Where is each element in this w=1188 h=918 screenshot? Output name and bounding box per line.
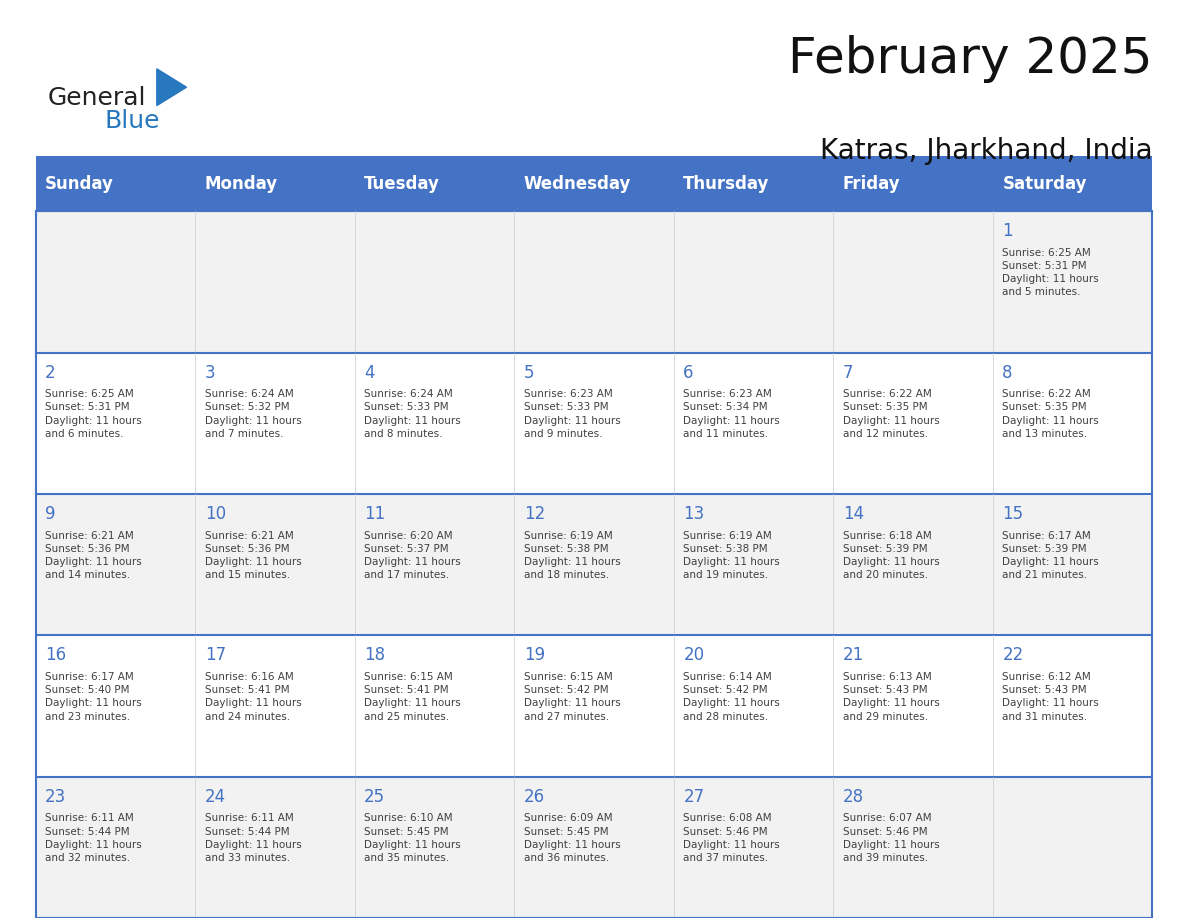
Text: Sunrise: 6:17 AM
Sunset: 5:39 PM
Daylight: 11 hours
and 21 minutes.: Sunrise: 6:17 AM Sunset: 5:39 PM Dayligh… [1003,531,1099,580]
Text: Sunrise: 6:24 AM
Sunset: 5:32 PM
Daylight: 11 hours
and 7 minutes.: Sunrise: 6:24 AM Sunset: 5:32 PM Dayligh… [204,389,302,439]
Text: 15: 15 [1003,505,1023,523]
Text: Sunrise: 6:16 AM
Sunset: 5:41 PM
Daylight: 11 hours
and 24 minutes.: Sunrise: 6:16 AM Sunset: 5:41 PM Dayligh… [204,672,302,722]
Text: 27: 27 [683,788,704,806]
Text: Friday: Friday [842,174,901,193]
Text: Sunrise: 6:22 AM
Sunset: 5:35 PM
Daylight: 11 hours
and 13 minutes.: Sunrise: 6:22 AM Sunset: 5:35 PM Dayligh… [1003,389,1099,439]
Text: General: General [48,86,146,110]
Text: 11: 11 [365,505,385,523]
Text: Sunrise: 6:10 AM
Sunset: 5:45 PM
Daylight: 11 hours
and 35 minutes.: Sunrise: 6:10 AM Sunset: 5:45 PM Dayligh… [365,813,461,863]
Text: Tuesday: Tuesday [365,174,440,193]
FancyBboxPatch shape [36,353,1152,494]
Text: 22: 22 [1003,646,1024,665]
Text: 16: 16 [45,646,67,665]
Text: 7: 7 [842,364,853,382]
Text: 5: 5 [524,364,535,382]
Text: 14: 14 [842,505,864,523]
Text: Blue: Blue [105,109,160,133]
Text: 20: 20 [683,646,704,665]
Text: 6: 6 [683,364,694,382]
Text: 8: 8 [1003,364,1013,382]
Text: Sunrise: 6:15 AM
Sunset: 5:42 PM
Daylight: 11 hours
and 27 minutes.: Sunrise: 6:15 AM Sunset: 5:42 PM Dayligh… [524,672,620,722]
Text: Sunrise: 6:23 AM
Sunset: 5:33 PM
Daylight: 11 hours
and 9 minutes.: Sunrise: 6:23 AM Sunset: 5:33 PM Dayligh… [524,389,620,439]
Text: Sunrise: 6:11 AM
Sunset: 5:44 PM
Daylight: 11 hours
and 33 minutes.: Sunrise: 6:11 AM Sunset: 5:44 PM Dayligh… [204,813,302,863]
FancyBboxPatch shape [36,635,1152,777]
FancyBboxPatch shape [36,494,1152,635]
Text: 28: 28 [842,788,864,806]
Text: 1: 1 [1003,222,1013,241]
Text: 4: 4 [365,364,374,382]
Text: February 2025: February 2025 [788,35,1152,83]
Text: 18: 18 [365,646,385,665]
Text: Sunrise: 6:23 AM
Sunset: 5:34 PM
Daylight: 11 hours
and 11 minutes.: Sunrise: 6:23 AM Sunset: 5:34 PM Dayligh… [683,389,781,439]
Text: Sunrise: 6:19 AM
Sunset: 5:38 PM
Daylight: 11 hours
and 19 minutes.: Sunrise: 6:19 AM Sunset: 5:38 PM Dayligh… [683,531,781,580]
Text: Sunrise: 6:17 AM
Sunset: 5:40 PM
Daylight: 11 hours
and 23 minutes.: Sunrise: 6:17 AM Sunset: 5:40 PM Dayligh… [45,672,141,722]
Text: Sunrise: 6:25 AM
Sunset: 5:31 PM
Daylight: 11 hours
and 6 minutes.: Sunrise: 6:25 AM Sunset: 5:31 PM Dayligh… [45,389,141,439]
Text: Sunrise: 6:19 AM
Sunset: 5:38 PM
Daylight: 11 hours
and 18 minutes.: Sunrise: 6:19 AM Sunset: 5:38 PM Dayligh… [524,531,620,580]
Text: Sunrise: 6:15 AM
Sunset: 5:41 PM
Daylight: 11 hours
and 25 minutes.: Sunrise: 6:15 AM Sunset: 5:41 PM Dayligh… [365,672,461,722]
Text: Monday: Monday [204,174,278,193]
Text: 26: 26 [524,788,545,806]
Text: 25: 25 [365,788,385,806]
Text: 21: 21 [842,646,864,665]
Text: 17: 17 [204,646,226,665]
Text: 3: 3 [204,364,215,382]
Text: Sunrise: 6:07 AM
Sunset: 5:46 PM
Daylight: 11 hours
and 39 minutes.: Sunrise: 6:07 AM Sunset: 5:46 PM Dayligh… [842,813,940,863]
Text: Thursday: Thursday [683,174,770,193]
Text: 24: 24 [204,788,226,806]
Text: Sunday: Sunday [45,174,114,193]
Text: Katras, Jharkhand, India: Katras, Jharkhand, India [820,137,1152,165]
Text: 10: 10 [204,505,226,523]
Text: 9: 9 [45,505,56,523]
Text: Sunrise: 6:12 AM
Sunset: 5:43 PM
Daylight: 11 hours
and 31 minutes.: Sunrise: 6:12 AM Sunset: 5:43 PM Dayligh… [1003,672,1099,722]
Text: 19: 19 [524,646,545,665]
Text: 13: 13 [683,505,704,523]
Text: Sunrise: 6:11 AM
Sunset: 5:44 PM
Daylight: 11 hours
and 32 minutes.: Sunrise: 6:11 AM Sunset: 5:44 PM Dayligh… [45,813,141,863]
Text: Sunrise: 6:22 AM
Sunset: 5:35 PM
Daylight: 11 hours
and 12 minutes.: Sunrise: 6:22 AM Sunset: 5:35 PM Dayligh… [842,389,940,439]
Text: Sunrise: 6:25 AM
Sunset: 5:31 PM
Daylight: 11 hours
and 5 minutes.: Sunrise: 6:25 AM Sunset: 5:31 PM Dayligh… [1003,248,1099,297]
Polygon shape [157,69,187,106]
Text: Sunrise: 6:21 AM
Sunset: 5:36 PM
Daylight: 11 hours
and 14 minutes.: Sunrise: 6:21 AM Sunset: 5:36 PM Dayligh… [45,531,141,580]
Text: Sunrise: 6:08 AM
Sunset: 5:46 PM
Daylight: 11 hours
and 37 minutes.: Sunrise: 6:08 AM Sunset: 5:46 PM Dayligh… [683,813,781,863]
Text: Sunrise: 6:14 AM
Sunset: 5:42 PM
Daylight: 11 hours
and 28 minutes.: Sunrise: 6:14 AM Sunset: 5:42 PM Dayligh… [683,672,781,722]
Text: Sunrise: 6:21 AM
Sunset: 5:36 PM
Daylight: 11 hours
and 15 minutes.: Sunrise: 6:21 AM Sunset: 5:36 PM Dayligh… [204,531,302,580]
Text: Sunrise: 6:20 AM
Sunset: 5:37 PM
Daylight: 11 hours
and 17 minutes.: Sunrise: 6:20 AM Sunset: 5:37 PM Dayligh… [365,531,461,580]
Text: 2: 2 [45,364,56,382]
FancyBboxPatch shape [36,777,1152,918]
Text: 23: 23 [45,788,67,806]
Text: Sunrise: 6:09 AM
Sunset: 5:45 PM
Daylight: 11 hours
and 36 minutes.: Sunrise: 6:09 AM Sunset: 5:45 PM Dayligh… [524,813,620,863]
Text: Saturday: Saturday [1003,174,1087,193]
FancyBboxPatch shape [36,211,1152,353]
Text: Sunrise: 6:13 AM
Sunset: 5:43 PM
Daylight: 11 hours
and 29 minutes.: Sunrise: 6:13 AM Sunset: 5:43 PM Dayligh… [842,672,940,722]
Text: Wednesday: Wednesday [524,174,631,193]
FancyBboxPatch shape [36,156,1152,211]
Text: 12: 12 [524,505,545,523]
Text: Sunrise: 6:18 AM
Sunset: 5:39 PM
Daylight: 11 hours
and 20 minutes.: Sunrise: 6:18 AM Sunset: 5:39 PM Dayligh… [842,531,940,580]
Text: Sunrise: 6:24 AM
Sunset: 5:33 PM
Daylight: 11 hours
and 8 minutes.: Sunrise: 6:24 AM Sunset: 5:33 PM Dayligh… [365,389,461,439]
